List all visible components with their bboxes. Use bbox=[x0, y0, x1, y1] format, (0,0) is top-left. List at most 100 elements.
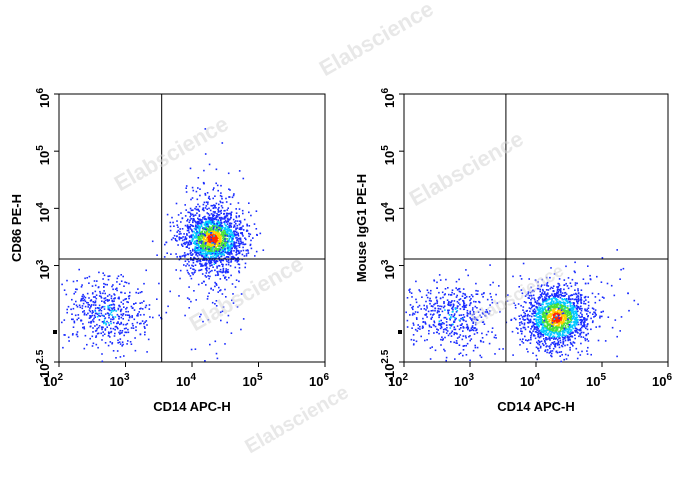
data-point bbox=[244, 243, 247, 245]
data-point bbox=[545, 305, 548, 308]
data-point bbox=[471, 318, 474, 320]
data-point bbox=[559, 302, 562, 305]
data-point bbox=[229, 252, 231, 254]
data-point bbox=[448, 304, 450, 306]
data-point bbox=[458, 290, 461, 293]
data-point bbox=[110, 295, 113, 297]
data-point bbox=[536, 303, 538, 305]
data-point bbox=[611, 326, 614, 329]
data-point bbox=[98, 304, 101, 307]
data-point bbox=[245, 249, 247, 252]
data-point bbox=[455, 296, 458, 298]
data-point bbox=[204, 228, 206, 230]
data-point bbox=[464, 293, 466, 295]
data-point bbox=[425, 314, 427, 316]
data-point bbox=[426, 296, 429, 299]
data-point bbox=[559, 339, 562, 342]
data-point bbox=[417, 327, 420, 330]
data-point bbox=[465, 306, 467, 308]
data-point bbox=[76, 335, 79, 338]
data-point bbox=[208, 267, 210, 270]
data-point bbox=[554, 294, 557, 297]
data-point bbox=[576, 323, 578, 326]
data-point bbox=[202, 203, 205, 206]
data-point bbox=[112, 350, 115, 352]
data-point bbox=[546, 321, 548, 323]
data-point bbox=[104, 321, 106, 324]
data-point bbox=[116, 281, 118, 283]
data-point bbox=[198, 242, 200, 245]
data-point bbox=[415, 340, 418, 343]
data-point bbox=[443, 322, 445, 325]
data-point bbox=[206, 247, 208, 249]
data-point bbox=[209, 270, 212, 273]
data-point bbox=[120, 274, 122, 276]
data-point bbox=[202, 241, 205, 244]
data-point bbox=[190, 254, 192, 256]
data-point bbox=[412, 305, 414, 308]
data-point bbox=[560, 328, 562, 330]
data-point bbox=[87, 306, 89, 308]
data-point bbox=[238, 280, 240, 283]
data-point bbox=[569, 333, 572, 336]
data-point bbox=[536, 316, 538, 318]
data-point bbox=[234, 245, 236, 248]
data-point bbox=[208, 246, 210, 248]
data-point bbox=[550, 352, 553, 355]
data-point bbox=[591, 307, 594, 309]
data-point bbox=[242, 225, 244, 227]
data-point bbox=[224, 215, 227, 218]
data-point bbox=[601, 315, 603, 318]
data-point bbox=[127, 328, 129, 331]
data-point bbox=[472, 349, 475, 352]
data-point bbox=[209, 343, 211, 346]
data-point bbox=[448, 324, 451, 326]
y-axis-marker bbox=[53, 330, 57, 334]
data-point bbox=[565, 322, 568, 325]
data-point bbox=[238, 244, 241, 246]
data-point bbox=[120, 308, 122, 311]
data-point bbox=[571, 312, 573, 314]
data-point bbox=[215, 216, 217, 219]
data-point bbox=[118, 341, 121, 343]
data-point bbox=[209, 209, 212, 212]
data-point bbox=[541, 323, 544, 325]
data-point bbox=[198, 260, 200, 262]
data-point bbox=[203, 259, 206, 261]
data-point bbox=[532, 330, 534, 332]
data-point bbox=[226, 270, 228, 273]
data-point bbox=[216, 253, 218, 256]
data-point bbox=[445, 278, 447, 281]
data-point bbox=[125, 308, 127, 310]
data-point bbox=[166, 252, 168, 254]
data-point bbox=[110, 331, 112, 334]
data-point bbox=[411, 306, 413, 309]
data-point bbox=[538, 298, 540, 301]
data-point bbox=[242, 229, 245, 231]
data-point bbox=[456, 305, 459, 307]
data-point bbox=[580, 329, 582, 332]
data-point bbox=[129, 315, 131, 318]
x-tick-label: 105 bbox=[242, 372, 262, 389]
data-point bbox=[450, 325, 453, 327]
data-point bbox=[437, 305, 439, 307]
data-point bbox=[534, 337, 537, 340]
data-point bbox=[411, 314, 414, 316]
data-point bbox=[249, 243, 252, 246]
data-point bbox=[100, 332, 102, 335]
data-point bbox=[170, 253, 172, 255]
data-point bbox=[550, 337, 553, 339]
data-point bbox=[221, 265, 224, 268]
data-point bbox=[112, 318, 115, 320]
data-point bbox=[127, 340, 129, 342]
data-point bbox=[567, 338, 569, 340]
data-point bbox=[201, 232, 204, 235]
data-point bbox=[523, 319, 525, 321]
data-point bbox=[470, 327, 473, 330]
data-point bbox=[200, 237, 202, 240]
data-point bbox=[189, 219, 191, 222]
data-point bbox=[181, 244, 183, 246]
data-point bbox=[534, 301, 537, 304]
data-point bbox=[244, 266, 246, 269]
